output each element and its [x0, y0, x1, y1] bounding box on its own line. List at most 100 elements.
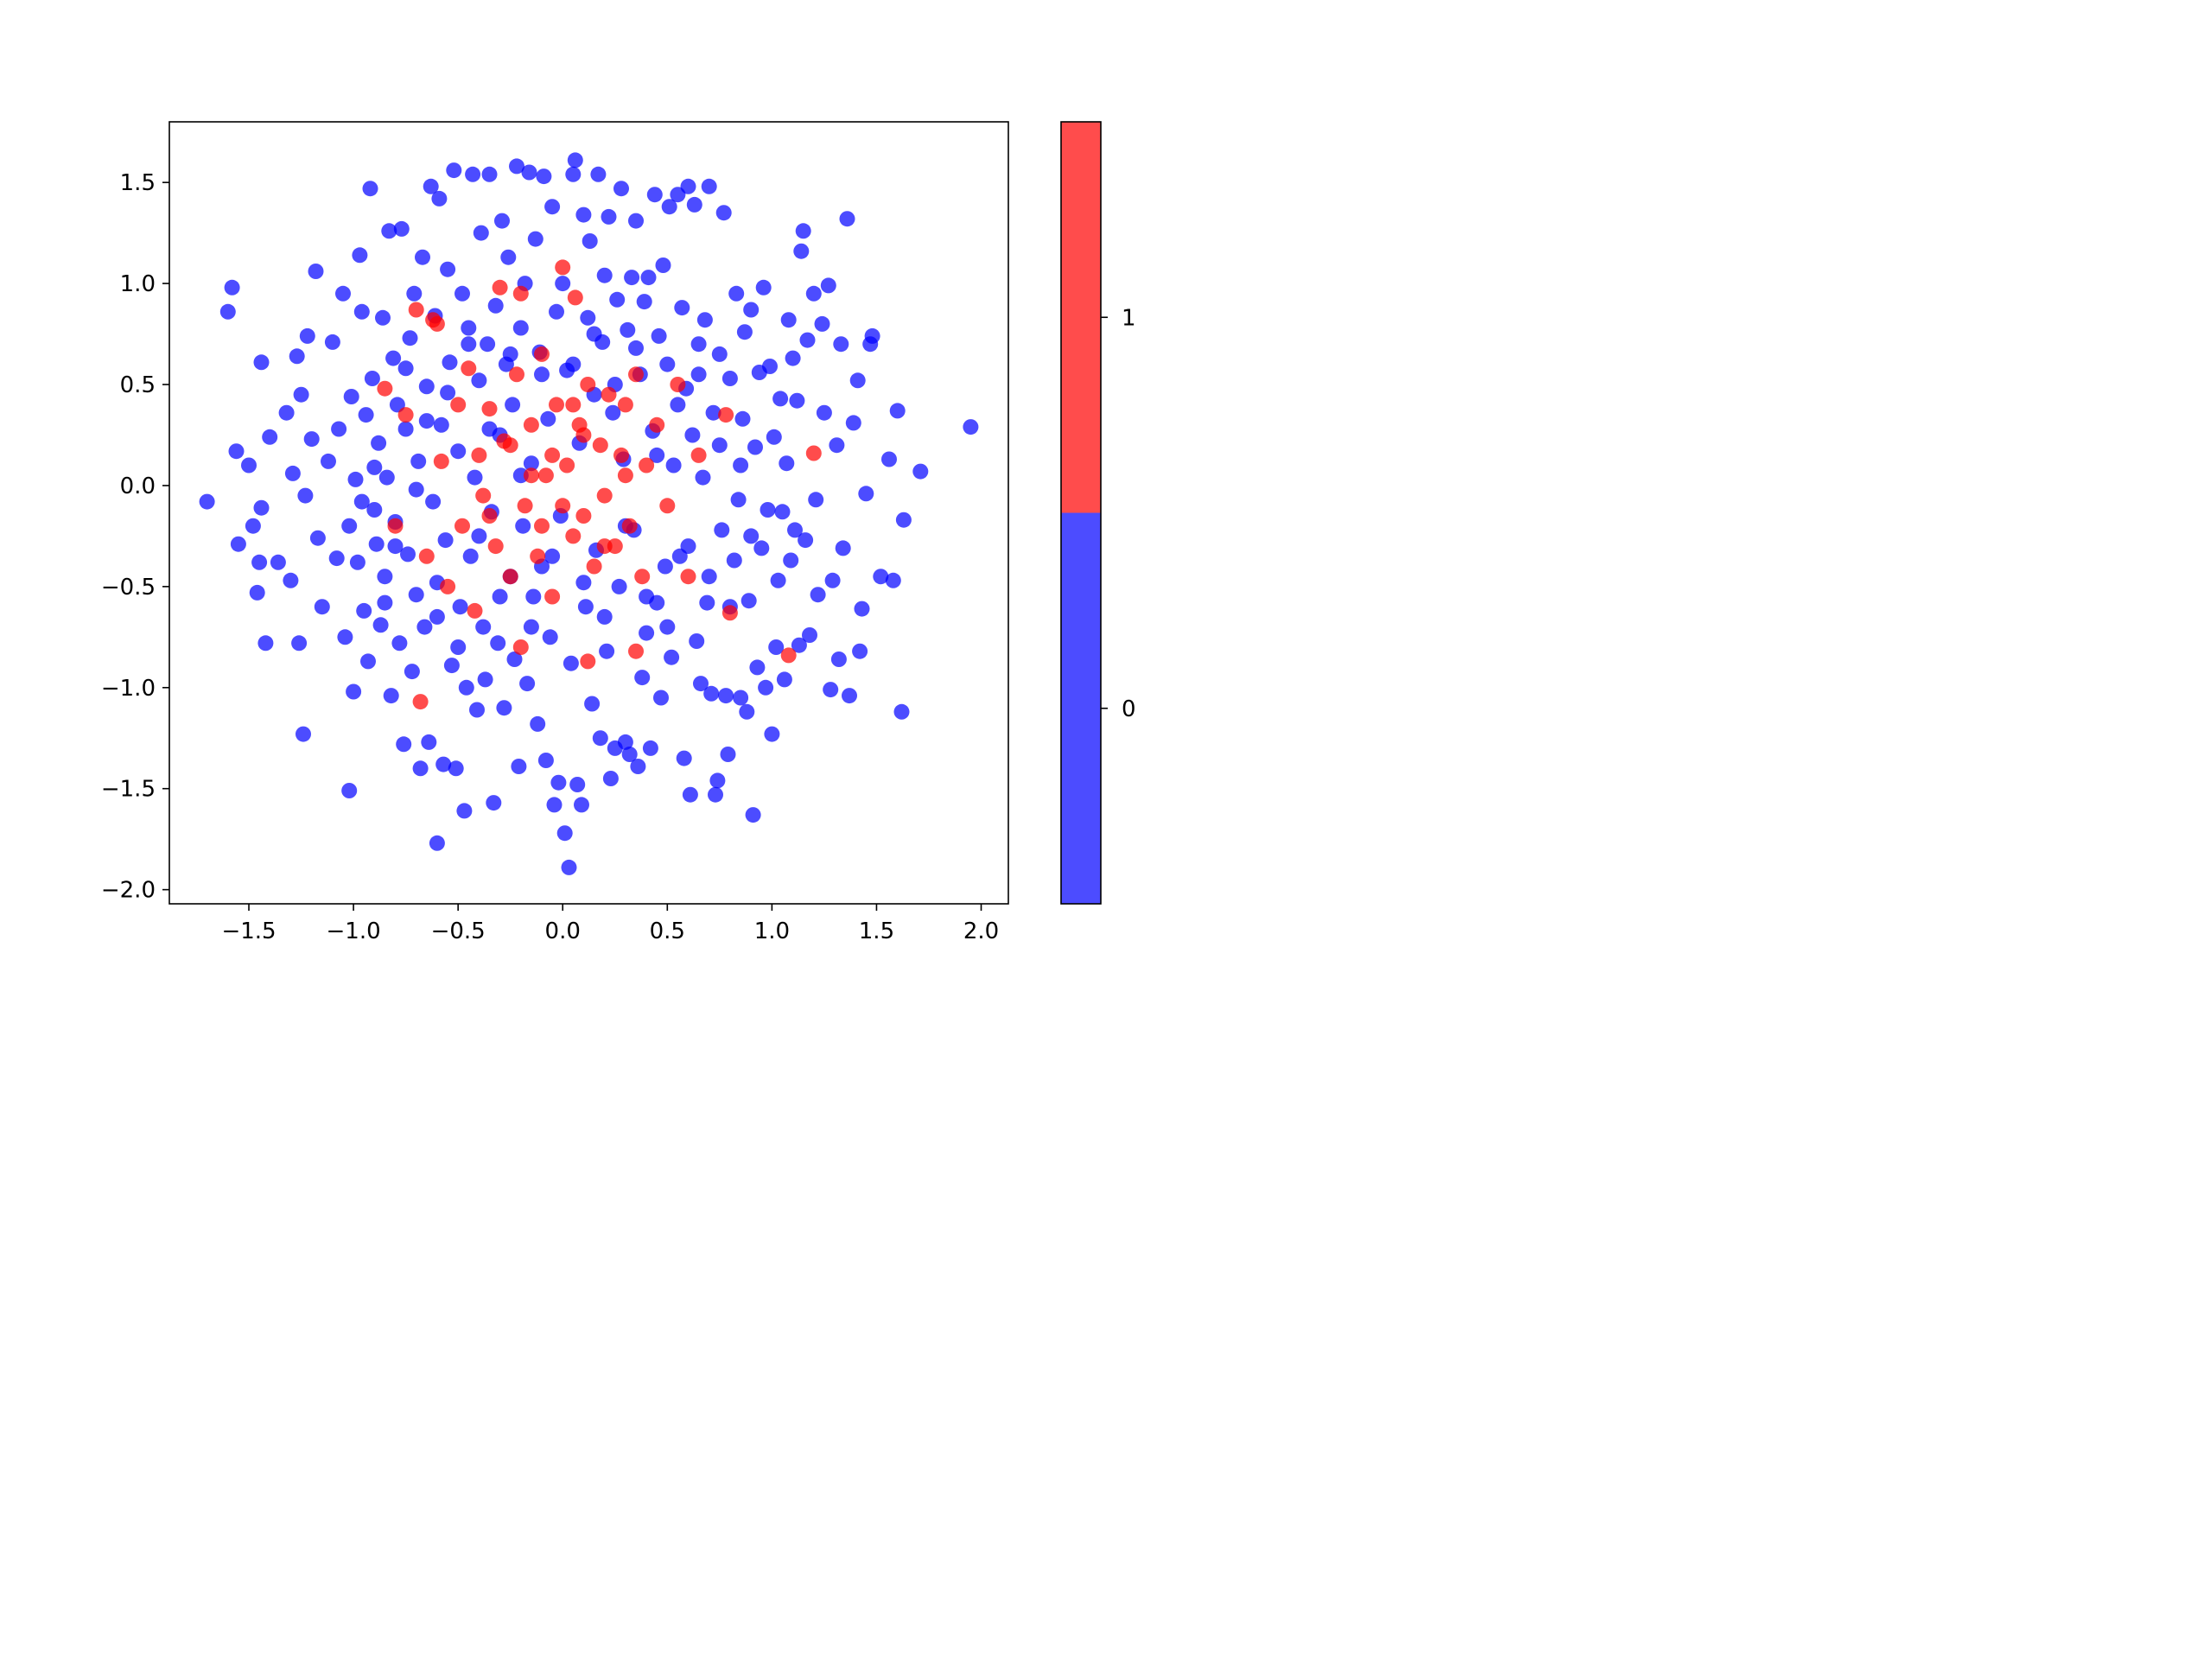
- class-0-point: [505, 397, 521, 413]
- class-0-point: [574, 797, 589, 813]
- class-0-point: [402, 330, 418, 346]
- class-0-point: [446, 162, 462, 179]
- class-1-point: [397, 407, 414, 423]
- class-1-point: [565, 397, 582, 413]
- class-0-point: [696, 312, 713, 328]
- class-0-point: [410, 453, 427, 469]
- class-0-point: [353, 303, 370, 320]
- class-1-point: [530, 548, 546, 564]
- class-0-point: [659, 356, 676, 372]
- class-1-point: [634, 569, 651, 585]
- class-0-point: [599, 643, 615, 659]
- class-0-point: [521, 164, 537, 181]
- class-0-point: [477, 671, 493, 688]
- class-0-point: [628, 340, 644, 356]
- y-tick-label: −2.0: [101, 878, 156, 904]
- class-0-point: [487, 297, 504, 314]
- colorbar-frame: [1060, 121, 1102, 905]
- class-0-point: [347, 471, 364, 487]
- class-0-point: [690, 336, 707, 353]
- class-0-point: [849, 372, 866, 389]
- class-1-point: [433, 453, 449, 469]
- class-0-point: [324, 334, 340, 350]
- class-0-point: [736, 324, 753, 340]
- class-0-point: [858, 486, 874, 502]
- class-0-point: [758, 679, 774, 696]
- class-0-point: [368, 536, 385, 552]
- y-tick-label: 0.0: [120, 474, 156, 499]
- colorbar-segment-0: [1061, 512, 1101, 904]
- class-0-point: [651, 327, 667, 344]
- class-1-point: [649, 416, 665, 433]
- class-0-point: [371, 435, 387, 451]
- class-0-point: [584, 696, 601, 712]
- class-0-point: [881, 451, 897, 467]
- class-0-point: [481, 421, 498, 437]
- class-0-point: [747, 439, 763, 455]
- class-0-point: [358, 407, 374, 423]
- class-0-point: [824, 572, 841, 588]
- class-0-point: [502, 346, 518, 362]
- class-0-point: [540, 410, 556, 427]
- class-0-point: [349, 554, 365, 570]
- class-0-point: [291, 635, 308, 652]
- class-0-point: [699, 594, 715, 611]
- class-0-point: [415, 249, 430, 265]
- class-0-point: [835, 540, 851, 556]
- class-0-point: [418, 378, 435, 395]
- class-0-point: [609, 291, 626, 308]
- class-0-point: [496, 700, 512, 716]
- class-0-point: [741, 593, 757, 609]
- class-0-point: [253, 499, 270, 516]
- class-0-point: [467, 469, 483, 486]
- class-0-point: [690, 366, 707, 383]
- class-0-point: [555, 276, 571, 292]
- class-0-point: [795, 223, 811, 239]
- class-0-point: [749, 659, 766, 676]
- class-0-point: [680, 178, 696, 194]
- class-0-point: [461, 320, 477, 336]
- class-0-point: [412, 760, 429, 777]
- class-0-point: [461, 336, 477, 353]
- class-0-point: [753, 540, 770, 556]
- class-0-point: [393, 220, 410, 237]
- class-1-point: [639, 457, 655, 474]
- scatter-chart: −1.5 −1.0 −0.5 0.0 0.5 1.0 1.5 2.0 −2.0 −1.5 −1.0…: [101, 121, 1136, 944]
- class-1-point: [471, 447, 487, 463]
- class-0-point: [335, 285, 351, 302]
- class-0-point: [674, 300, 690, 316]
- class-0-point: [783, 552, 799, 569]
- class-0-point: [284, 465, 301, 481]
- class-0-point: [726, 552, 742, 569]
- class-0-point: [492, 588, 508, 605]
- class-0-point: [567, 152, 583, 168]
- class-0-point: [442, 354, 458, 371]
- class-0-point: [833, 336, 849, 353]
- class-1-point: [601, 386, 617, 403]
- class-0-point: [680, 538, 696, 555]
- y-tick-label: −1.5: [101, 777, 156, 803]
- class-0-point: [798, 532, 814, 549]
- class-1-point: [567, 289, 583, 306]
- class-1-point: [481, 508, 498, 524]
- class-0-point: [387, 538, 404, 555]
- class-0-point: [331, 421, 347, 437]
- class-1-point: [523, 467, 539, 484]
- class-0-point: [341, 518, 358, 534]
- class-0-point: [421, 734, 437, 750]
- class-0-point: [776, 671, 792, 688]
- class-0-point: [601, 208, 617, 225]
- class-0-point: [620, 321, 636, 338]
- y-tick-label: 0.5: [120, 372, 156, 398]
- class-1-point: [721, 605, 738, 621]
- class-0-point: [889, 403, 906, 419]
- class-0-point: [575, 575, 592, 591]
- class-0-point: [563, 655, 579, 671]
- class-0-point: [296, 726, 311, 742]
- x-tick-label: −0.5: [431, 918, 486, 944]
- class-0-point: [314, 599, 330, 615]
- class-0-point: [830, 652, 847, 667]
- class-0-point: [808, 492, 824, 508]
- class-0-point: [805, 285, 822, 302]
- class-1-point: [613, 447, 629, 463]
